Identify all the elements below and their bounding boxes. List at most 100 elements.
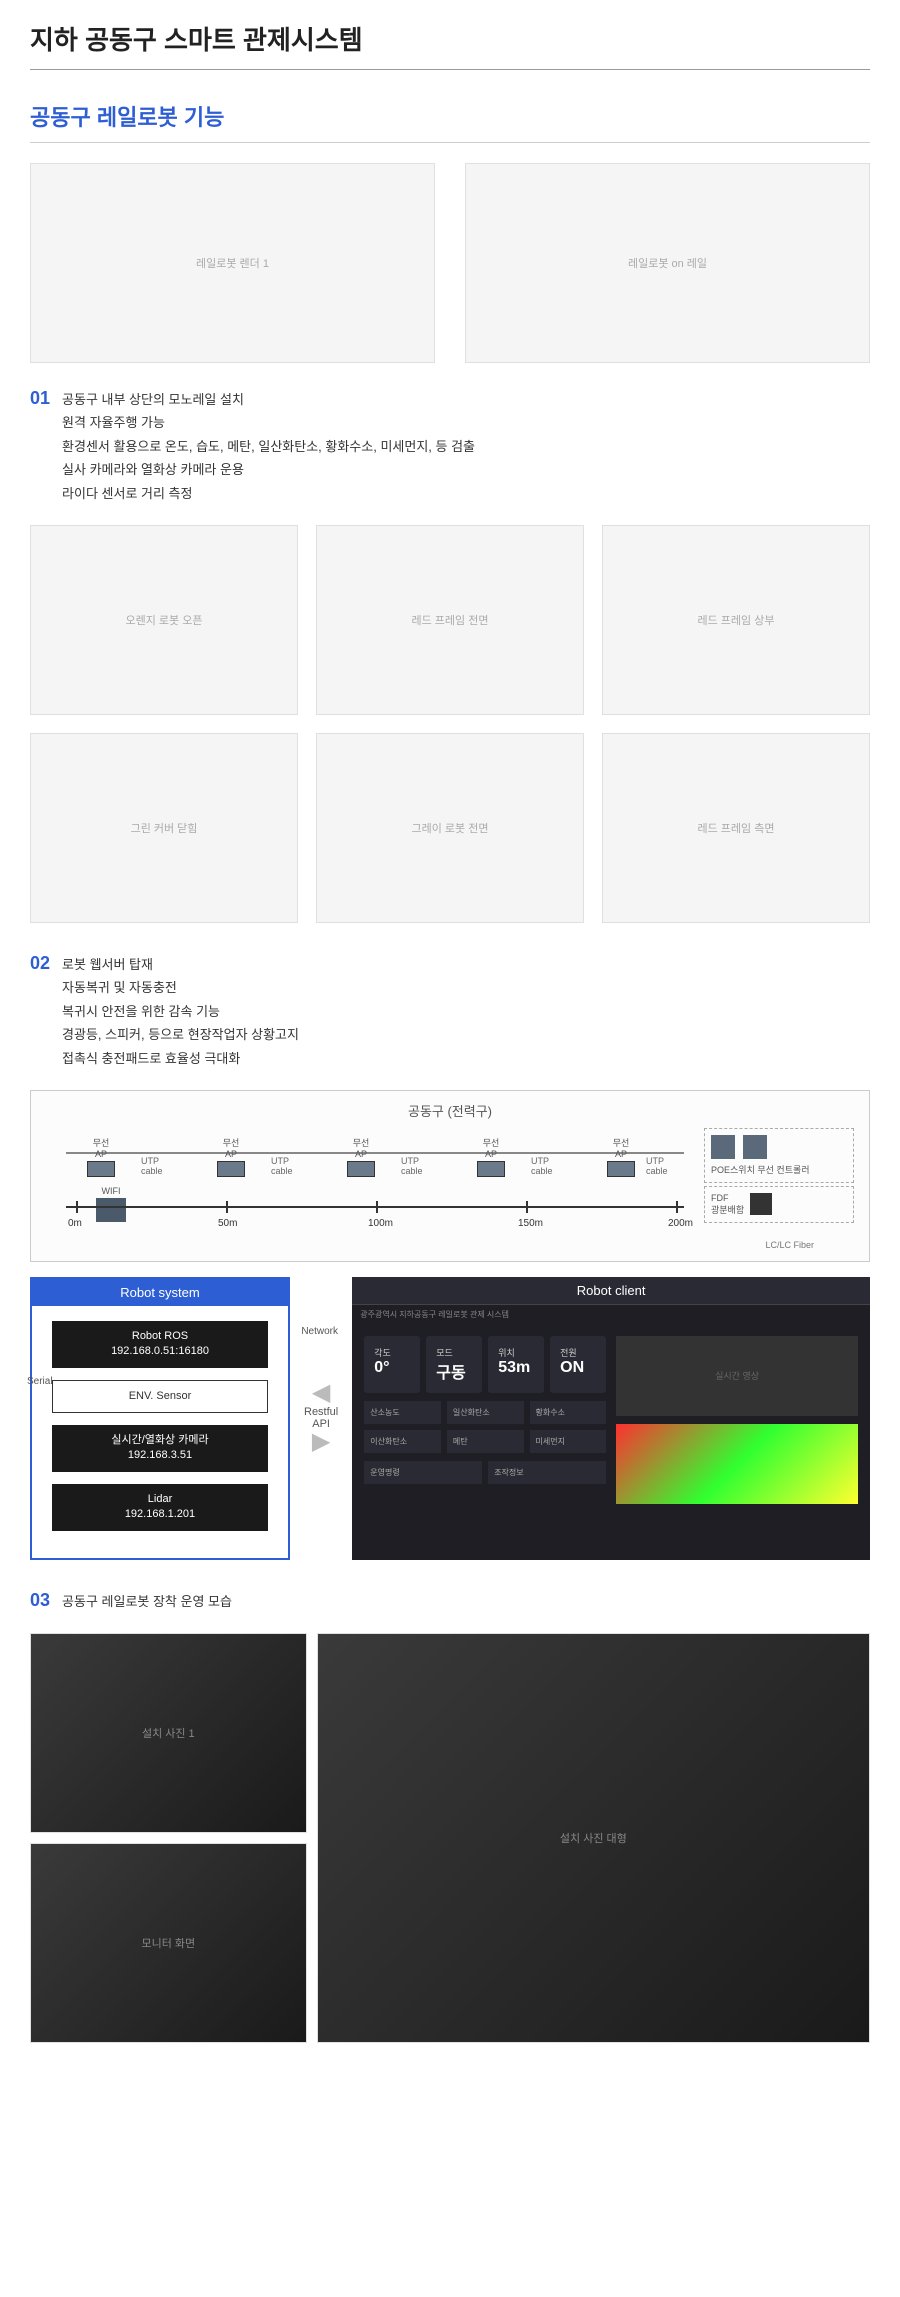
fdf-box: FDF 광분배함 [704, 1186, 854, 1223]
render-image: 레드 프레임 측면 [602, 733, 870, 923]
wifi-camera-node: WIFI [96, 1186, 126, 1222]
env-cell: 산소농도 [364, 1401, 441, 1424]
distance-label: 150m [518, 1218, 543, 1229]
rail-line [66, 1206, 684, 1208]
env-cell: 일산화탄소 [447, 1401, 524, 1424]
bullet: 실사 카메라와 열화상 카메라 운용 [62, 458, 475, 481]
poe-switch-box: POE스위치 무선 컨트롤러 [704, 1128, 854, 1183]
arrow-right-icon: ▶ [312, 1434, 330, 1451]
distance-label: 100m [368, 1218, 393, 1229]
installation-photo-grid: 설치 사진 1 설치 사진 대형 모니터 화면 [30, 1633, 870, 2043]
robot-system-title: Robot system [32, 1279, 288, 1306]
hero-image-2: 레일로봇 on 레일 [465, 163, 870, 363]
env-cell: 메탄 [447, 1430, 524, 1453]
ros-block: Robot ROS 192.168.0.51:16180 [52, 1321, 268, 1368]
section-number: 01 [30, 388, 50, 505]
render-image: 레드 프레임 전면 [316, 525, 584, 715]
bullet: 공동구 내부 상단의 모노레일 설치 [62, 388, 475, 411]
bullet: 접촉식 충전패드로 효율성 극대화 [62, 1047, 299, 1070]
env-cell: 황화수소 [530, 1401, 607, 1424]
render-image: 오렌지 로봇 오픈 [30, 525, 298, 715]
ap-node: 무선 AP [216, 1136, 246, 1177]
distance-label: 200m [668, 1218, 693, 1229]
stat-power: 전원 ON [550, 1336, 606, 1393]
bullet: 라이다 센서로 거리 측정 [62, 482, 475, 505]
env-sensor-block: ENV. Sensor [52, 1380, 268, 1413]
page-title: 지하 공동구 스마트 관제시스템 [30, 20, 870, 70]
section-02-bullets: 로봇 웹서버 탑재 자동복귀 및 자동충전 복귀시 안전을 위한 감속 기능 경… [62, 953, 299, 1070]
ap-node: 무선 AP [476, 1136, 506, 1177]
rail-tick [526, 1201, 528, 1213]
bullet: 자동복귀 및 자동충전 [62, 976, 299, 999]
section-01-bullets: 공동구 내부 상단의 모노레일 설치 원격 자율주행 가능 환경센서 활용으로 … [62, 388, 475, 505]
ap-node: 무선 AP [346, 1136, 376, 1177]
ap-node: 무선 AP [86, 1136, 116, 1177]
bullet: 로봇 웹서버 탑재 [62, 953, 299, 976]
bullet: 경광등, 스피커, 등으로 현장작업자 상황고지 [62, 1023, 299, 1046]
api-label: Restful API [304, 1406, 338, 1430]
network-label: Network [301, 1326, 338, 1337]
camera-block: 실시간/열화상 카메라 192.168.3.51 [52, 1425, 268, 1472]
robot-client-panel: Robot client 광주광역시 지하공동구 레일로봇 관제 시스템 각도 … [352, 1277, 870, 1560]
stat-position: 위치 53m [488, 1336, 544, 1393]
section-subtitle: 공동구 레일로봇 기능 [30, 100, 870, 143]
arrow-left-icon: ◀ [312, 1385, 330, 1402]
render-image: 그린 커버 닫힘 [30, 733, 298, 923]
live-camera-view: 실시간 영상 [616, 1336, 858, 1416]
poe-switch-icon [711, 1135, 735, 1159]
utp-cable-label: UTP cable [401, 1156, 423, 1176]
lidar-block: Lidar 192.168.1.201 [52, 1484, 268, 1531]
env-sensor-grid: 산소농도 일산화탄소 황화수소 이산화탄소 메탄 미세먼지 [364, 1401, 606, 1453]
poe-label: POE스위치 무선 컨트롤러 [711, 1163, 847, 1176]
hero-image-1: 레일로봇 렌더 1 [30, 163, 435, 363]
system-architecture-row: Robot system Network Serial Robot ROS 19… [30, 1277, 870, 1560]
utp-cable-label: UTP cable [271, 1156, 293, 1176]
network-diagram: 공동구 (전력구) POE스위치 무선 컨트롤러 무선 AP 무선 AP 무선 AP… [30, 1090, 870, 1262]
camera-icon [96, 1198, 126, 1222]
section-number: 03 [30, 1590, 50, 1613]
render-image: 레드 프레임 상부 [602, 525, 870, 715]
section-02: 02 로봇 웹서버 탑재 자동복귀 및 자동충전 복귀시 안전을 위한 감속 기… [30, 953, 870, 1070]
hero-image-row: 레일로봇 렌더 1 레일로봇 on 레일 [30, 163, 870, 363]
utp-cable-label: UTP cable [646, 1156, 668, 1176]
section-01: 01 공동구 내부 상단의 모노레일 설치 원격 자율주행 가능 환경센서 활용… [30, 388, 870, 505]
thermal-camera-view [616, 1424, 858, 1504]
serial-label: Serial [27, 1376, 53, 1387]
stat-mode: 모드 구동 [426, 1336, 482, 1393]
rail-tick [76, 1201, 78, 1213]
diagram-title: 공동구 (전력구) [46, 1101, 854, 1120]
distance-label: 50m [218, 1218, 237, 1229]
fiber-label: LC/LC Fiber [765, 1240, 814, 1250]
rail-tick [226, 1201, 228, 1213]
api-arrow: ◀ Restful API ▶ [300, 1277, 342, 1560]
wireless-controller-icon [743, 1135, 767, 1159]
stat-angle: 각도 0° [364, 1336, 420, 1393]
robot-system-panel: Robot system Network Serial Robot ROS 19… [30, 1277, 290, 1560]
utp-cable-label: UTP cable [531, 1156, 553, 1176]
robot-render-grid: 오렌지 로봇 오픈 레드 프레임 전면 레드 프레임 상부 그린 커버 닫힘 그… [30, 525, 870, 923]
rail-tick [376, 1201, 378, 1213]
rail-tick [676, 1201, 678, 1213]
section-number: 02 [30, 953, 50, 1070]
wifi-label: WIFI [96, 1186, 126, 1196]
install-photo: 설치 사진 1 [30, 1633, 307, 1833]
fdf-label: FDF 광분배함 [711, 1193, 744, 1216]
env-cell: 미세먼지 [530, 1430, 607, 1453]
fdf-icon [750, 1193, 772, 1215]
distance-label: 0m [68, 1218, 82, 1229]
bullet: 복귀시 안전을 위한 감속 기능 [62, 1000, 299, 1023]
utp-cable-label: UTP cable [141, 1156, 163, 1176]
bullet: 환경센서 활용으로 온도, 습도, 메탄, 일산화탄소, 황화수소, 미세먼지,… [62, 435, 475, 458]
render-image: 그레이 로봇 전면 [316, 733, 584, 923]
section-03-title: 공동구 레일로봇 장착 운영 모습 [62, 1590, 232, 1613]
bullet: 원격 자율주행 가능 [62, 411, 475, 434]
ap-node: 무선 AP [606, 1136, 636, 1177]
monitor-photo: 모니터 화면 [30, 1843, 307, 2043]
install-photo-large: 설치 사진 대형 [317, 1633, 870, 2043]
env-cell: 이산화탄소 [364, 1430, 441, 1453]
section-03: 03 공동구 레일로봇 장착 운영 모습 [30, 1590, 870, 1613]
control-label: 조작정보 [488, 1461, 606, 1484]
robot-client-title: Robot client [352, 1277, 870, 1305]
client-subheader: 광주광역시 지하공동구 레일로봇 관제 시스템 [352, 1305, 870, 1324]
control-label: 운영명령 [364, 1461, 482, 1484]
